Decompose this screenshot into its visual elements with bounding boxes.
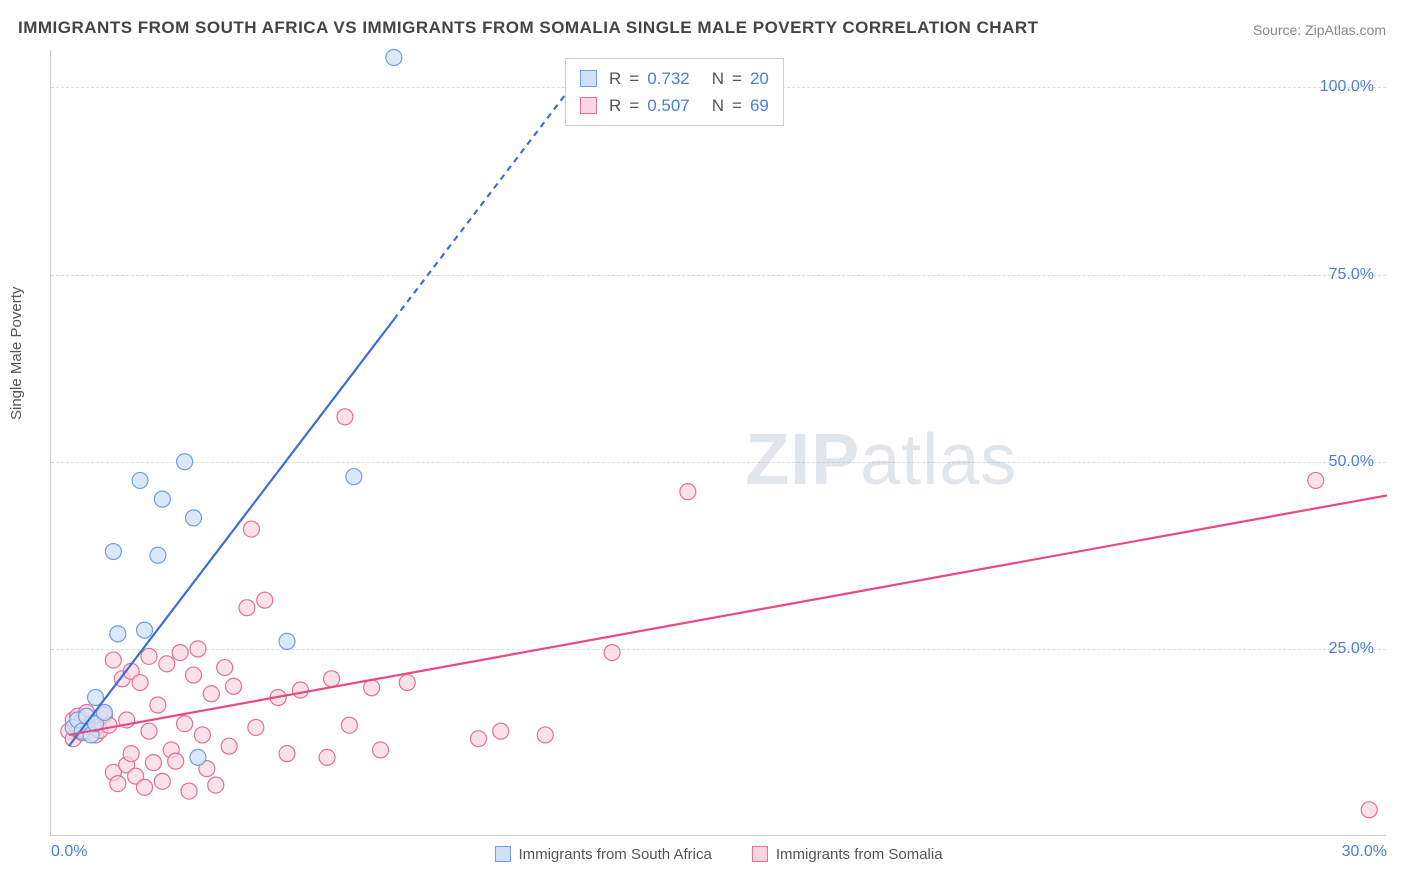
scatter-point: [194, 727, 210, 743]
scatter-point: [172, 645, 188, 661]
scatter-point: [168, 753, 184, 769]
stats-row-so: R = 0.507 N = 69: [580, 92, 769, 119]
scatter-point: [239, 600, 255, 616]
x-tick-label: 0.0%: [51, 843, 87, 861]
scatter-point: [399, 675, 415, 691]
r-label: R: [609, 92, 621, 119]
somalia-scatter: [61, 409, 1377, 818]
eq-sign: =: [629, 65, 639, 92]
scatter-point: [203, 686, 219, 702]
scatter-point: [226, 678, 242, 694]
scatter-point: [186, 667, 202, 683]
scatter-point: [364, 680, 380, 696]
scatter-point: [248, 719, 264, 735]
scatter-point: [154, 773, 170, 789]
sa-r-value: 0.732: [647, 65, 690, 92]
legend: Immigrants from South Africa Immigrants …: [494, 846, 942, 863]
chart-svg: [51, 50, 1386, 835]
scatter-point: [137, 622, 153, 638]
legend-item-so: Immigrants from Somalia: [752, 846, 943, 863]
scatter-point: [680, 484, 696, 500]
scatter-point: [137, 779, 153, 795]
scatter-point: [141, 723, 157, 739]
scatter-point: [257, 592, 273, 608]
scatter-point: [604, 645, 620, 661]
so-r-value: 0.507: [647, 92, 690, 119]
scatter-point: [279, 633, 295, 649]
swatch-south-africa: [580, 70, 597, 87]
scatter-point: [177, 454, 193, 470]
scatter-point: [1308, 472, 1324, 488]
scatter-point: [346, 469, 362, 485]
scatter-point: [105, 544, 121, 560]
scatter-point: [1361, 802, 1377, 818]
scatter-point: [319, 749, 335, 765]
legend-item-sa: Immigrants from South Africa: [494, 846, 711, 863]
swatch-somalia: [752, 846, 768, 862]
scatter-point: [159, 656, 175, 672]
scatter-point: [150, 697, 166, 713]
scatter-point: [324, 671, 340, 687]
legend-label-sa: Immigrants from South Africa: [518, 846, 711, 863]
scatter-point: [341, 717, 357, 733]
scatter-point: [190, 641, 206, 657]
plot-area: 25.0%50.0%75.0%100.0% ZIPatlas R = 0.732…: [50, 50, 1386, 836]
scatter-point: [181, 783, 197, 799]
scatter-point: [221, 738, 237, 754]
scatter-point: [132, 675, 148, 691]
scatter-point: [243, 521, 259, 537]
x-tick-label: 30.0%: [1342, 843, 1387, 861]
scatter-point: [217, 660, 233, 676]
n-label: N: [712, 65, 724, 92]
swatch-south-africa: [494, 846, 510, 862]
scatter-point: [337, 409, 353, 425]
scatter-point: [154, 491, 170, 507]
scatter-point: [186, 510, 202, 526]
eq-sign: =: [732, 65, 742, 92]
scatter-point: [132, 472, 148, 488]
scatter-point: [471, 731, 487, 747]
legend-label-so: Immigrants from Somalia: [776, 846, 943, 863]
scatter-point: [493, 723, 509, 739]
so-n-value: 69: [750, 92, 769, 119]
scatter-point: [123, 746, 139, 762]
swatch-somalia: [580, 97, 597, 114]
scatter-point: [537, 727, 553, 743]
stats-box: R = 0.732 N = 20 R = 0.507 N = 69: [565, 58, 784, 126]
scatter-point: [177, 716, 193, 732]
scatter-point: [279, 746, 295, 762]
scatter-point: [150, 547, 166, 563]
scatter-point: [190, 749, 206, 765]
y-axis-label: Single Male Poverty: [8, 287, 25, 420]
stats-row-sa: R = 0.732 N = 20: [580, 65, 769, 92]
scatter-point: [105, 652, 121, 668]
eq-sign: =: [732, 92, 742, 119]
scatter-point: [141, 648, 157, 664]
trend-line: [69, 495, 1387, 735]
scatter-point: [373, 742, 389, 758]
scatter-point: [110, 776, 126, 792]
trend-line: [394, 80, 577, 320]
source-attribution: Source: ZipAtlas.com: [1253, 22, 1386, 38]
scatter-point: [386, 49, 402, 65]
scatter-point: [110, 626, 126, 642]
trend-lines: [69, 80, 1387, 746]
scatter-point: [292, 682, 308, 698]
n-label: N: [712, 92, 724, 119]
chart-title: IMMIGRANTS FROM SOUTH AFRICA VS IMMIGRAN…: [18, 18, 1039, 38]
scatter-point: [208, 777, 224, 793]
scatter-point: [145, 755, 161, 771]
eq-sign: =: [629, 92, 639, 119]
r-label: R: [609, 65, 621, 92]
sa-n-value: 20: [750, 65, 769, 92]
